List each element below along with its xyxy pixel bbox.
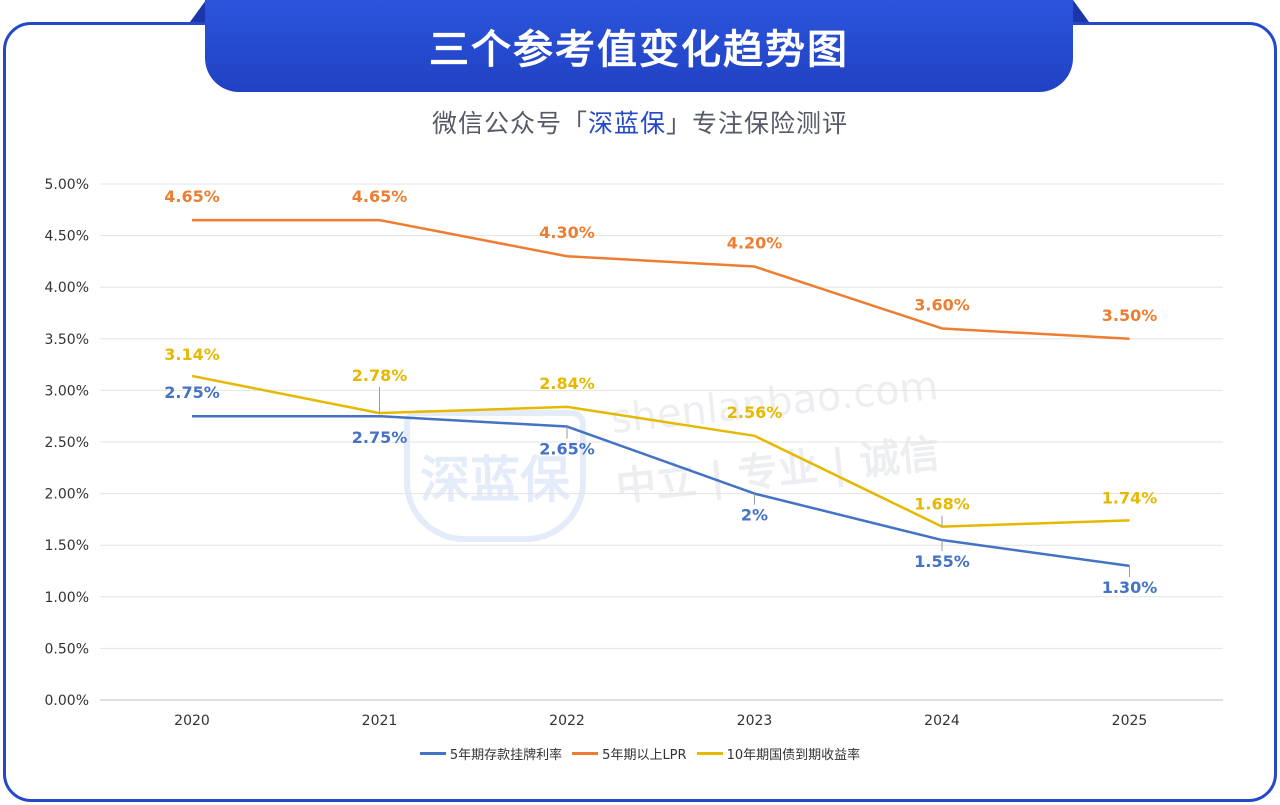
data-label: 3.14% xyxy=(164,345,220,364)
chart-card-frame xyxy=(3,22,1277,802)
y-tick-label: 4.50% xyxy=(45,229,89,245)
y-tick-label: 1.00% xyxy=(45,590,89,606)
subtitle-suffix: 」专注保险测评 xyxy=(666,109,849,138)
y-tick-label: 1.50% xyxy=(45,538,89,554)
y-tick-label: 0.50% xyxy=(45,641,89,657)
legend-swatch xyxy=(572,752,599,755)
title-tab-ear-right xyxy=(1073,0,1089,22)
series-line xyxy=(192,414,1130,568)
y-tick-label: 3.50% xyxy=(45,332,89,348)
data-label: 2.84% xyxy=(539,374,595,393)
data-label: 3.60% xyxy=(914,295,970,314)
chart-title: 三个参考值变化趋势图 xyxy=(429,27,849,73)
title-banner: 三个参考值变化趋势图 xyxy=(205,0,1073,92)
data-label: 2.65% xyxy=(539,440,595,459)
legend-item: 5年期存款挂牌利率 xyxy=(419,744,563,763)
x-tick-label: 2024 xyxy=(924,713,960,729)
data-label: 4.65% xyxy=(352,187,408,206)
data-label: 1.68% xyxy=(914,495,970,514)
x-tick-label: 2023 xyxy=(737,713,773,729)
legend-label: 10年期国债到期收益率 xyxy=(726,748,861,763)
legend-item: 10年期国债到期收益率 xyxy=(696,744,861,763)
data-label: 1.30% xyxy=(1102,578,1158,597)
data-label: 2.56% xyxy=(727,403,783,422)
x-tick-label: 2021 xyxy=(362,713,398,729)
y-tick-label: 0.00% xyxy=(45,693,89,709)
title-tab-ear-left xyxy=(190,0,206,22)
legend-swatch xyxy=(696,752,723,755)
data-label: 2.75% xyxy=(352,428,408,447)
series-line xyxy=(191,374,1130,528)
data-label: 4.20% xyxy=(727,234,783,253)
y-tick-label: 5.00% xyxy=(45,177,89,193)
x-tick-label: 2022 xyxy=(549,713,585,729)
data-label: 1.55% xyxy=(914,552,970,571)
subtitle-prefix: 微信公众号「 xyxy=(431,109,588,138)
y-tick-label: 3.00% xyxy=(45,383,89,399)
data-label: 2% xyxy=(741,506,768,525)
legend-label: 5年期以上LPR xyxy=(602,748,687,763)
series-line xyxy=(192,218,1130,341)
chart-legend: 5年期存款挂牌利率 5年期以上LPR 10年期国债到期收益率 xyxy=(0,744,1280,763)
data-label: 4.30% xyxy=(539,223,595,242)
legend-swatch xyxy=(419,752,446,755)
subtitle: 微信公众号「深蓝保」专注保险测评 xyxy=(0,104,1280,140)
x-tick-label: 2025 xyxy=(1112,713,1148,729)
y-tick-label: 4.00% xyxy=(45,280,89,296)
data-label: 2.78% xyxy=(352,366,408,385)
legend-item: 5年期以上LPR xyxy=(572,744,687,763)
legend-label: 5年期存款挂牌利率 xyxy=(449,748,563,763)
y-tick-label: 2.00% xyxy=(45,487,89,503)
data-label: 3.50% xyxy=(1102,306,1158,325)
subtitle-brand: 深蓝保 xyxy=(587,109,666,138)
x-tick-label: 2020 xyxy=(174,713,210,729)
y-tick-label: 2.50% xyxy=(45,435,89,451)
data-label: 1.74% xyxy=(1102,488,1158,507)
data-label: 4.65% xyxy=(164,187,220,206)
data-label: 2.75% xyxy=(164,383,220,402)
